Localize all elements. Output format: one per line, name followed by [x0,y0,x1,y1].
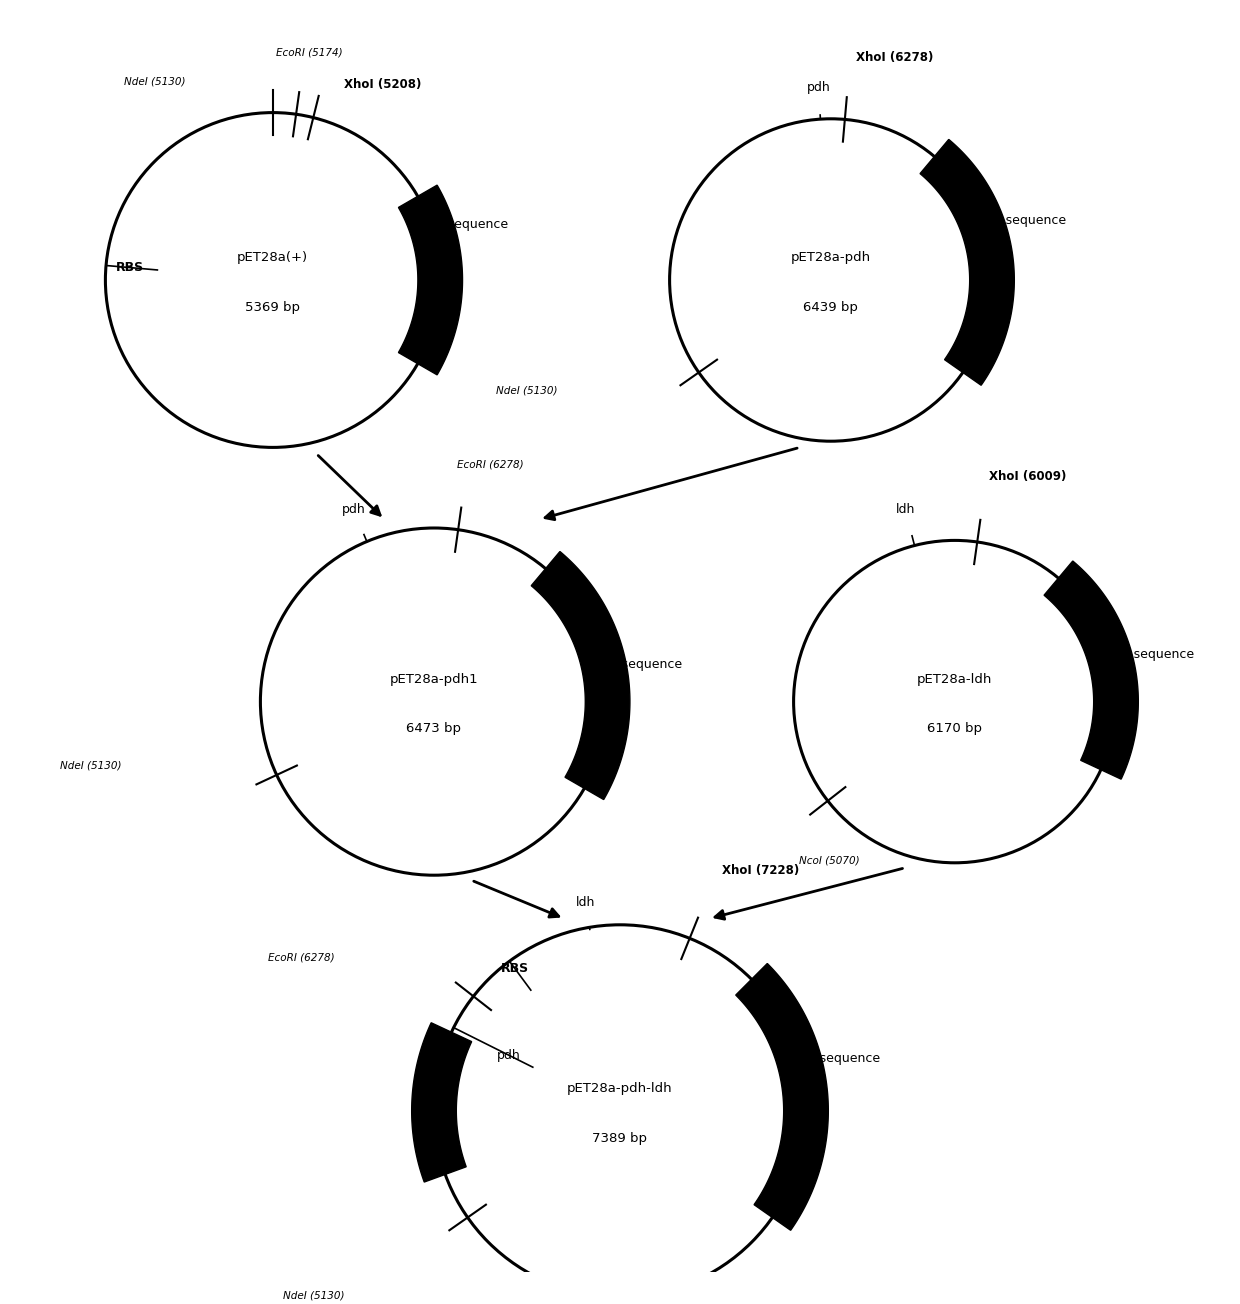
Polygon shape [412,1022,471,1181]
Text: pET28a-pdh1: pET28a-pdh1 [389,673,479,686]
Text: pET28a-ldh: pET28a-ldh [918,673,992,686]
Text: NcoI (5070): NcoI (5070) [799,855,859,866]
Text: XhoI (5208): XhoI (5208) [345,78,422,91]
Text: pET28a-pdh: pET28a-pdh [791,252,870,265]
Polygon shape [531,552,630,799]
Text: XhoI (7228): XhoI (7228) [722,865,799,878]
Text: ldh: ldh [895,503,915,516]
Text: 6473 bp: 6473 bp [407,722,461,735]
Text: RBS: RBS [501,962,528,974]
Text: 5369 bp: 5369 bp [246,301,300,314]
Text: EcoRI (5174): EcoRI (5174) [277,47,342,57]
Text: ldh: ldh [575,896,595,909]
Text: 6170 bp: 6170 bp [928,722,982,735]
Text: NdeI (5130): NdeI (5130) [124,77,186,86]
Text: NdeI (5130): NdeI (5130) [496,386,557,396]
Text: pdh: pdh [806,81,831,94]
Text: pET28a-pdh-ldh: pET28a-pdh-ldh [567,1082,673,1095]
Text: kan sequence: kan sequence [422,218,508,231]
Text: EcoRI (6278): EcoRI (6278) [268,953,335,962]
Text: NdeI (5130): NdeI (5130) [283,1291,345,1300]
Text: EcoRI (6278): EcoRI (6278) [456,459,523,469]
Text: 7389 bp: 7389 bp [593,1132,647,1145]
Text: pET28a(+): pET28a(+) [237,252,309,265]
Text: 6439 bp: 6439 bp [804,301,858,314]
Text: XhoI (6009): XhoI (6009) [990,469,1066,482]
Text: pdh: pdh [341,503,366,516]
Text: pdh: pdh [496,1048,521,1061]
Text: XhoI (6278): XhoI (6278) [857,51,934,64]
Text: kan sequence: kan sequence [794,1052,880,1065]
Text: kan sequence: kan sequence [980,214,1066,227]
Polygon shape [735,964,828,1230]
Polygon shape [920,140,1014,385]
Text: kan sequence: kan sequence [595,659,682,670]
Polygon shape [398,185,463,374]
Text: kan sequence: kan sequence [1107,648,1194,661]
Polygon shape [1044,561,1138,780]
Text: RBS: RBS [117,261,144,274]
Text: NdeI (5130): NdeI (5130) [61,760,122,771]
